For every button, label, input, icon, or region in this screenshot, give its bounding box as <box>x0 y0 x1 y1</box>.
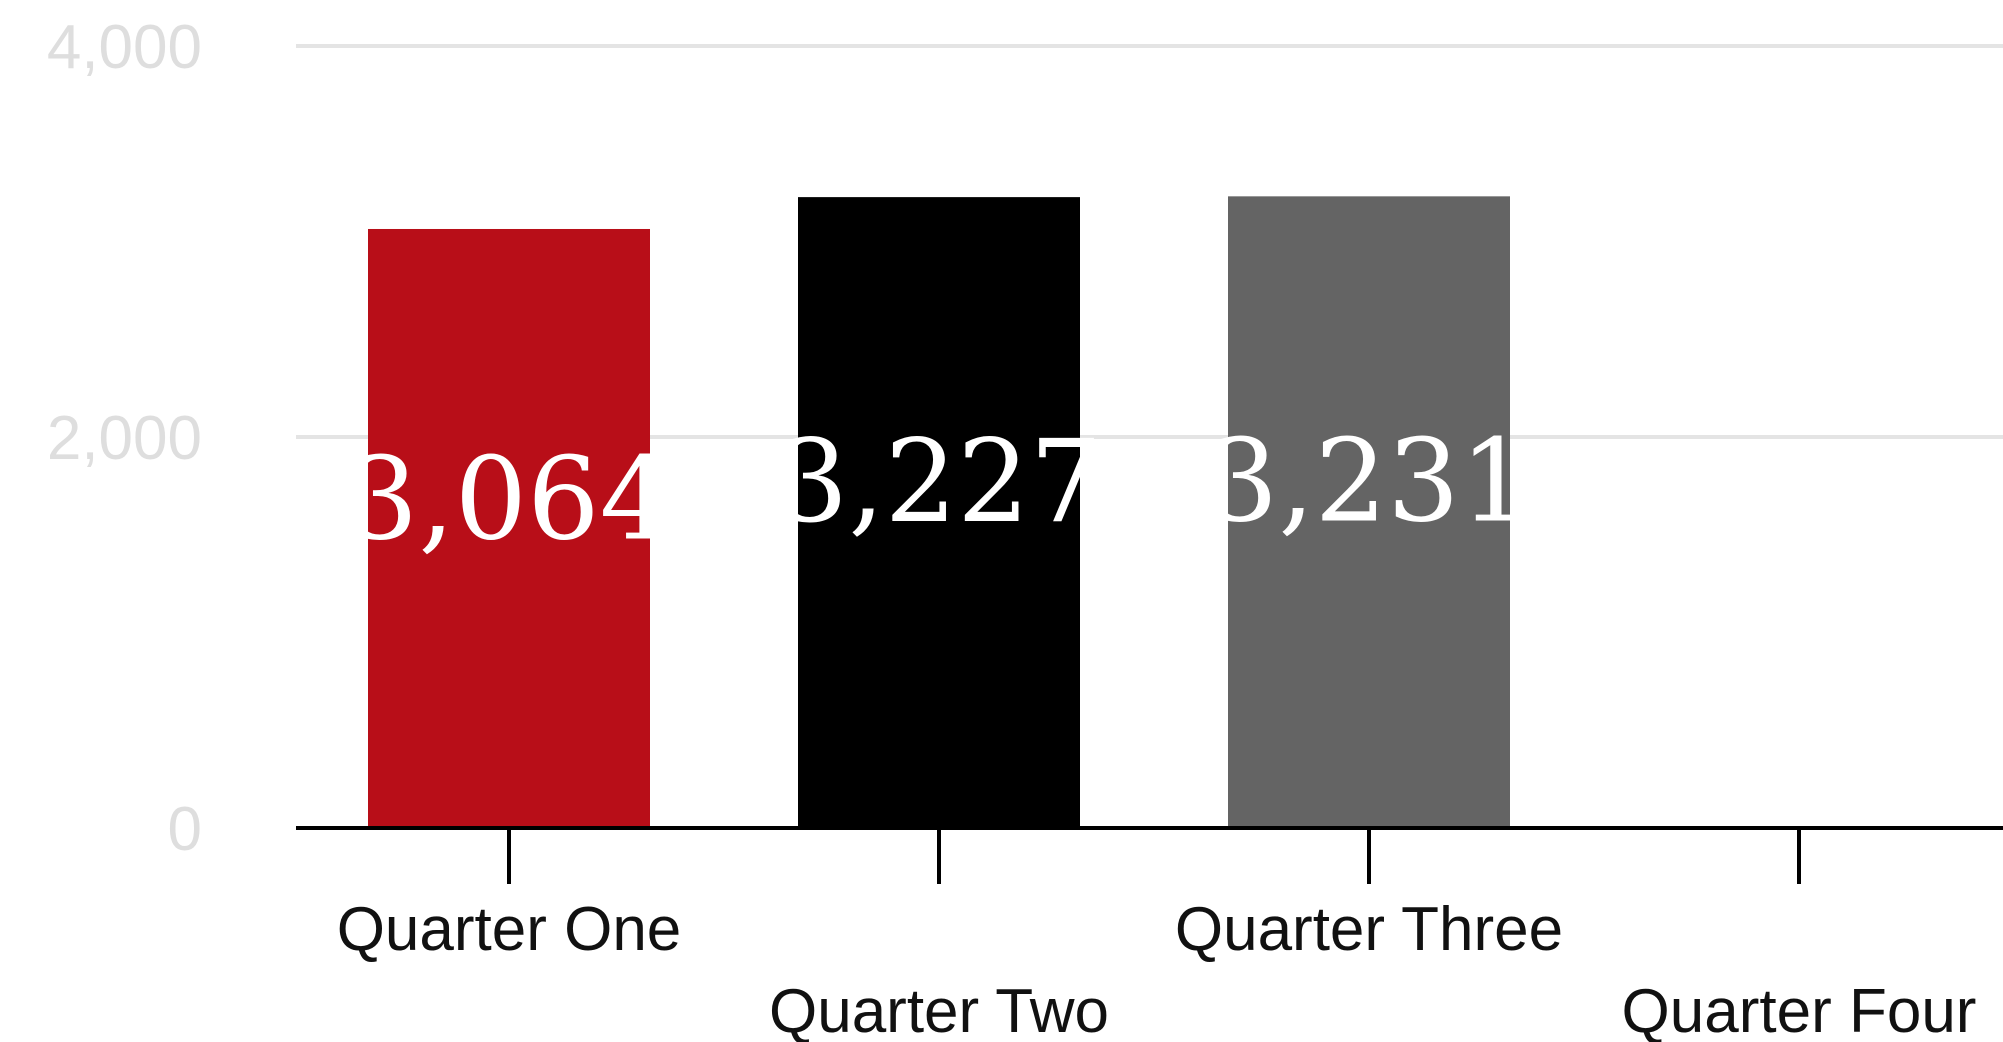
y-tick-label: 4,000 <box>47 13 202 82</box>
x-category-label: Quarter Two <box>769 977 1109 1042</box>
x-category-label: Quarter Three <box>1175 895 1563 964</box>
x-category-label: Quarter Four <box>1622 977 1977 1042</box>
bars <box>368 196 1510 829</box>
bar-value-label: 3,064 <box>346 433 672 566</box>
bar-value-label: 3,231 <box>1206 415 1532 548</box>
y-tick-label: 2,000 <box>47 404 202 473</box>
bar-value-label: 3,227 <box>776 415 1102 548</box>
bar-value-labels: 3,064 3,227 3,231 <box>346 415 1532 566</box>
y-tick-label: 0 <box>168 795 202 864</box>
x-axis-category-labels: Quarter One Quarter Two Quarter Three Quart… <box>337 895 1977 1042</box>
bar <box>1228 196 1510 829</box>
y-axis-tick-labels: 0 2,000 4,000 <box>47 13 202 864</box>
x-axis-ticks <box>507 828 1801 884</box>
x-category-label: Quarter One <box>337 895 682 964</box>
bar <box>798 197 1080 828</box>
bar <box>368 228 650 828</box>
